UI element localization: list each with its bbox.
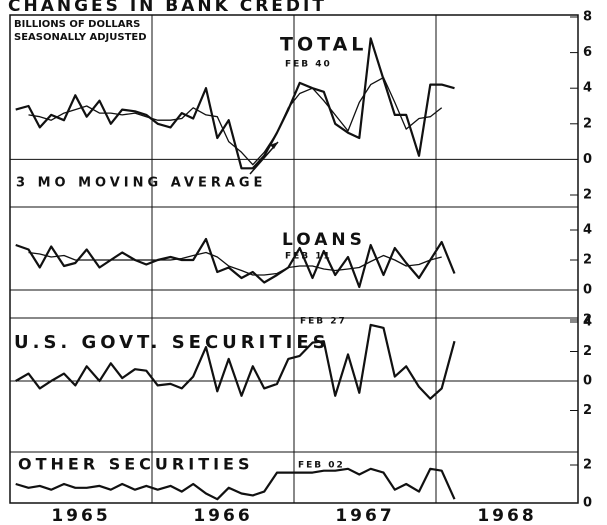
series-label: 3 MO MOVING AVERAGE — [16, 176, 266, 191]
x-tick-label: 1966 — [193, 506, 252, 525]
y-tick-label: 2 — [583, 313, 592, 328]
moving-average-line — [28, 76, 443, 166]
y-tick-label: 0 — [583, 374, 592, 389]
data-line — [15, 237, 456, 289]
y-tick-label: 4 — [583, 223, 592, 238]
y-tick-label: 6 — [583, 45, 592, 60]
panel-annotation: FEB 11 — [285, 252, 332, 262]
y-tick-label: 2 — [583, 188, 592, 203]
y-tick-label: 4 — [583, 81, 592, 96]
panel-label: U.S. GOVT. SECURITIES — [14, 332, 330, 353]
data-line — [15, 323, 456, 400]
panel-annotation: FEB 40 — [285, 60, 332, 70]
units-label: SEASONALLY ADJUSTED — [14, 32, 147, 43]
y-tick-label: 2 — [583, 116, 592, 131]
y-tick-label: 0 — [583, 496, 592, 511]
data-line — [15, 37, 455, 170]
y-tick-label: 0 — [583, 283, 592, 298]
y-tick-label: 2 — [583, 344, 592, 359]
y-tick-label: 2 — [583, 458, 592, 473]
x-tick-label: 1967 — [335, 506, 394, 525]
y-tick-label: 4 — [583, 315, 592, 330]
arrow-head — [270, 142, 278, 149]
panel-label: TOTAL — [280, 34, 367, 56]
panel-label: LOANS — [282, 230, 366, 250]
panel-annotation: FEB 27 — [300, 317, 347, 327]
units-label: BILLIONS OF DOLLARS — [14, 19, 140, 30]
y-tick-label: 2 — [583, 403, 592, 418]
y-tick-label: 0 — [583, 152, 592, 167]
panel-label: OTHER SECURITIES — [18, 455, 254, 474]
x-tick-label: 1968 — [477, 506, 536, 525]
x-tick-label: 1965 — [51, 506, 110, 525]
moving-average-line — [28, 251, 442, 276]
chart-title: CHANGES IN BANK CREDIT — [8, 0, 327, 16]
y-tick-label: 2 — [583, 253, 592, 268]
y-tick-label: 8 — [583, 10, 592, 25]
panel-annotation: FEB 02 — [298, 461, 345, 471]
data-line — [15, 467, 456, 501]
